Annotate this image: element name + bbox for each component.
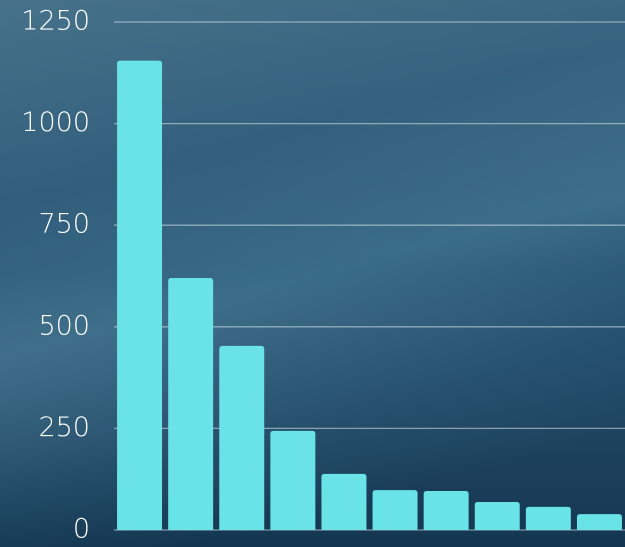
y-tick-label: 0 <box>73 514 90 545</box>
y-tick-label: 1250 <box>21 6 90 37</box>
y-tick-label: 250 <box>38 412 90 443</box>
bar <box>525 506 571 530</box>
y-tick-label: 1000 <box>21 107 90 138</box>
bar <box>168 278 214 530</box>
bar <box>372 490 418 530</box>
bar <box>423 490 469 530</box>
y-tick-label: 750 <box>38 209 90 240</box>
bar <box>321 473 367 530</box>
plot: 0 250 500 750 1000 1250 <box>21 6 625 545</box>
bar <box>474 501 520 530</box>
bar <box>576 514 622 530</box>
y-tick-label: 500 <box>38 310 90 341</box>
bar <box>117 60 163 530</box>
bar <box>270 430 316 530</box>
bar <box>219 345 265 530</box>
